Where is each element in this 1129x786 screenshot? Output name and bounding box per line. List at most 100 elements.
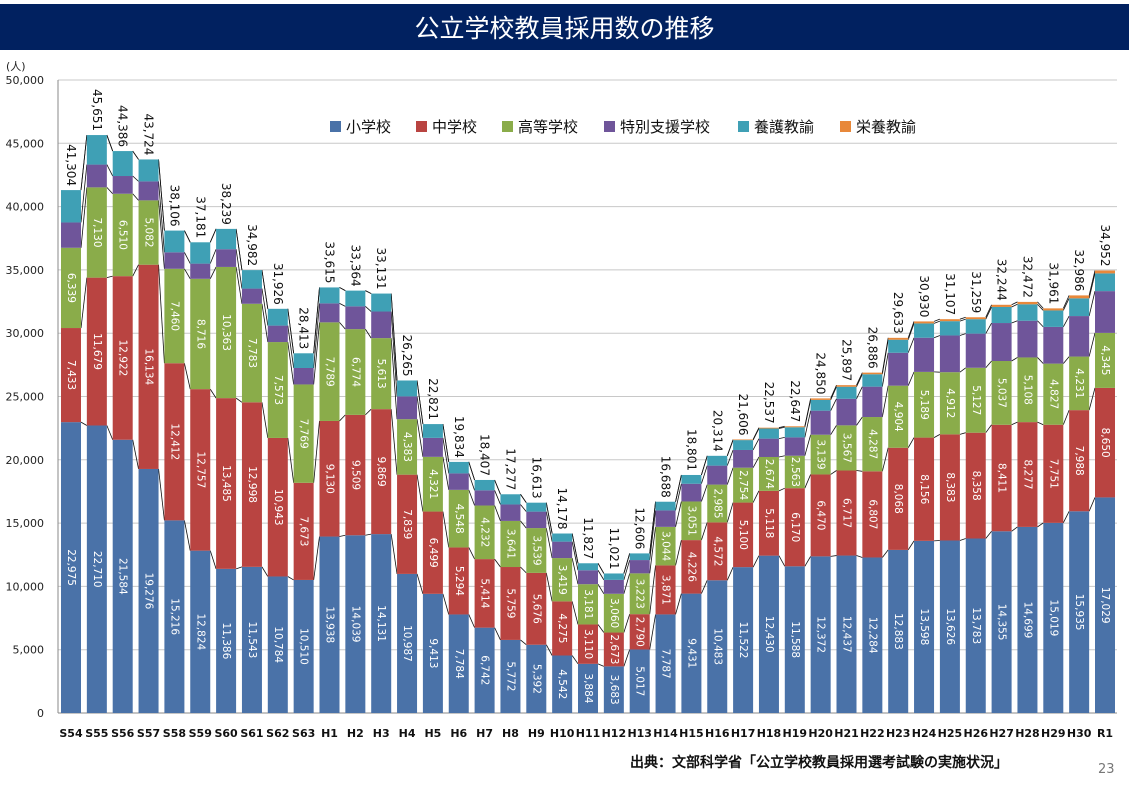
bar-segment [1017,301,1038,305]
total-value-label: 34,982 [245,224,259,266]
segment-value-label: 11,386 [220,623,232,660]
total-value-label: 45,651 [90,89,104,131]
series-connector-line [933,318,941,322]
series-connector-line [675,483,682,511]
bar-segment [190,389,211,551]
legend-swatch [330,121,341,132]
bar-segment [1043,326,1064,364]
x-tick-label: S63 [292,727,315,740]
series-connector-line [1088,273,1096,299]
segment-value-label: 13,783 [970,607,982,644]
series-connector-line [158,181,165,253]
series-connector-line [830,425,837,435]
legend-label: 栄養教諭 [856,118,916,136]
series-connector-line [339,414,346,422]
series-connector-line [778,426,785,429]
bar-segment [526,644,547,713]
x-tick-label: H22 [860,727,885,740]
series-connector-line [933,335,941,339]
series-connector-line [1011,357,1018,362]
series-connector-line [209,388,217,399]
series-connector-line [365,533,372,536]
bar-segment [1095,270,1115,274]
series-connector-line [882,549,889,558]
bar-segment [61,190,81,223]
bar-segment [603,632,624,667]
series-connector-line [907,437,915,448]
bar-segment [914,321,935,324]
segment-value-label: 4,912 [944,388,956,418]
bar-segment [810,410,831,435]
segment-value-label: 21,584 [117,558,129,595]
y-tick-label: 25,000 [6,391,45,404]
bar-segment [784,437,805,456]
series-connector-line [1088,291,1096,317]
x-tick-label: H8 [502,727,519,740]
bar-segment [500,504,521,521]
series-connector-line [545,527,553,559]
bar-segment [61,422,81,713]
bar-segment [578,663,598,713]
page-title: 公立学校教員採用数の推移 [0,4,1129,50]
segment-value-label: 4,275 [556,613,568,643]
series-connector-line [1011,301,1018,306]
series-connector-line [623,614,631,633]
total-value-label: 22,537 [762,382,776,424]
segment-value-label: 3,139 [815,440,827,470]
bar-segment [112,176,133,194]
series-connector-line [571,541,579,571]
bar-segment [681,483,702,502]
bar-segment [836,398,857,426]
segment-value-label: 6,470 [815,500,827,530]
bar-segment [939,434,960,541]
series-connector-line [494,627,501,641]
total-value-label: 38,106 [167,185,181,227]
x-tick-label: S62 [266,727,289,740]
segment-value-label: 4,287 [866,429,878,459]
bar-segment [474,627,495,713]
y-tick-label: 20,000 [6,454,45,467]
bar-segment [991,361,1012,425]
x-tick-label: H6 [450,727,467,740]
series-connector-line [1037,522,1044,528]
bar-segment [629,614,650,650]
segment-value-label: 3,419 [556,565,568,595]
x-tick-label: S61 [240,727,263,740]
series-connector-line [856,555,863,558]
bar-segment [578,570,598,585]
series-connector-line [261,566,269,577]
segment-value-label: 11,543 [246,622,258,659]
bar-segment [138,264,159,469]
bar-segment [61,222,81,248]
series-connector-line [856,416,863,426]
total-value-label: 26,886 [865,327,879,369]
series-connector-line [1011,421,1018,426]
series-connector-line [571,655,579,665]
bar-segment [1017,526,1038,713]
series-connector-line [959,333,966,336]
segment-value-label: 6,807 [866,499,878,529]
series-connector-line [1062,295,1070,309]
segment-value-label: 8,358 [970,471,982,501]
segment-value-label: 12,998 [246,466,258,503]
series-connector-line [494,490,501,505]
bar-segment [267,437,288,577]
series-connector-line [701,455,708,476]
x-tick-label: H17 [731,727,756,740]
series-connector-line [365,328,372,339]
legend-label: 高等学校 [518,118,578,136]
y-tick-label: 10,000 [6,580,45,593]
bar-segment [267,342,288,438]
series-connector-line [907,337,915,353]
series-connector-line [907,321,915,338]
bar-segment [448,473,469,490]
series-connector-line [985,304,992,318]
segment-value-label: 5,759 [504,588,516,618]
bar-segment [164,230,185,253]
series-connector-line [881,337,889,373]
bar-segment [345,290,366,307]
segment-value-label: 12,437 [841,616,853,653]
segment-value-label: 5,414 [479,578,491,608]
bar-segment [991,323,1012,362]
segment-value-label: 3,044 [660,531,672,561]
